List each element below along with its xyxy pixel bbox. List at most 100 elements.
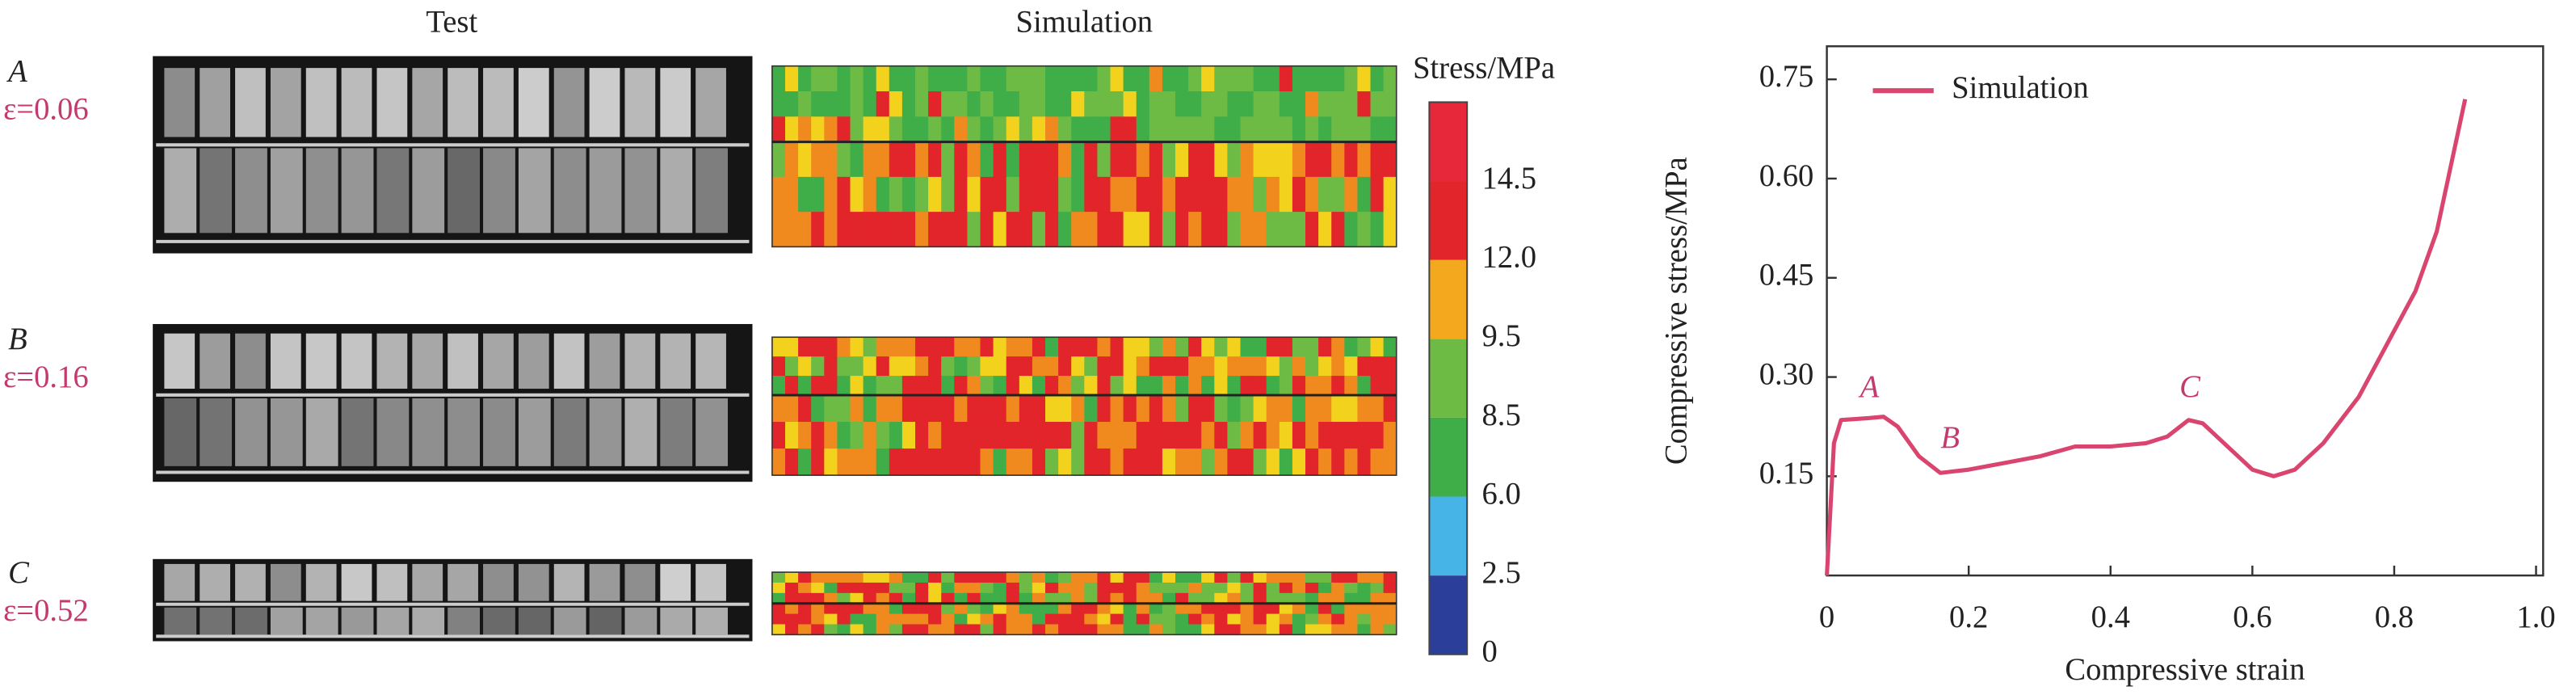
sim-cell [1084,65,1099,92]
sim-cell [1253,65,1267,92]
sim-cell [1006,91,1020,117]
sim-cell [1175,572,1189,583]
sim-cell [1149,376,1163,396]
sim-cell [1279,65,1293,92]
sim-cell [1149,141,1163,178]
sim-cell [850,176,864,213]
sim-cell [1123,592,1137,604]
sim-cell [1305,376,1319,396]
sim-cell [1071,116,1085,143]
sim-cell [798,116,812,143]
annotation: C [2179,370,2201,404]
sim-cell [1370,624,1385,635]
sim-cell [901,176,916,213]
sim-cell [1084,176,1099,213]
colorbar-tick-label: 14.5 [1481,162,1536,196]
sim-cell [824,603,838,615]
sim-cell [850,422,864,449]
sim-cell [1292,422,1306,449]
photo-cell [660,148,693,234]
sim-cell [1136,422,1150,449]
sim-cell [798,394,812,423]
sim-cell [1279,376,1293,396]
photo-cell [695,333,726,390]
sim-outline [771,336,1397,476]
sim-cell [1370,376,1385,396]
sim-cell [1162,91,1176,117]
sim-cell [901,613,916,625]
sim-cell [941,212,955,247]
sim-cell [1357,422,1372,449]
sim-cell [1357,394,1372,423]
sim-cell [1266,572,1280,583]
sim-cell [954,582,969,594]
photo-cell [164,68,195,137]
sim-cell [1240,116,1254,143]
sim-cell [1370,337,1385,357]
sim-cell [784,116,799,143]
sim-cell [798,356,812,377]
sim-cell [1045,394,1059,423]
sim-cell [771,356,786,377]
photo-cell [695,398,728,466]
sim-cell [798,212,812,247]
sim-cell [1227,394,1242,423]
sim-cell [1318,624,1332,635]
y-tick-label: 0.45 [1759,259,1814,293]
sim-cell [1097,376,1112,396]
sim-cell [1214,394,1229,423]
strain-label: ε=0.16 [3,360,89,394]
sim-cell [1188,212,1202,247]
sim-cell [771,572,786,583]
photo-cell [412,398,445,466]
sim-cell [1357,613,1372,625]
sim-cell [1175,394,1189,423]
sim-cell [1110,176,1124,213]
sim-cell [1357,65,1372,92]
sim-cell [1136,65,1150,92]
sim-cell [1357,176,1372,213]
sim-cell [824,592,838,604]
sim-cell [811,212,825,247]
sim-cell [1032,592,1046,604]
sim-cell [1370,592,1385,604]
sim-cell [863,91,877,117]
sim-cell [1227,65,1242,92]
sim-cell [1188,603,1202,615]
sim-cell [1123,613,1137,625]
sim-cell [1058,91,1072,117]
panel-label: B [8,322,27,356]
sim-cell [980,592,994,604]
sim-cell [1370,116,1385,143]
sim-cell [954,337,969,357]
sim-cell [1045,613,1059,625]
sim-cell [914,394,929,423]
sim-cell [1058,337,1072,357]
sim-cell [1019,116,1033,143]
sim-cell [784,212,799,247]
sim-cell [1279,212,1293,247]
sim-cell [1058,422,1072,449]
sim-cell [1071,572,1085,583]
sim-cell [1149,212,1163,247]
sim-cell [1279,337,1293,357]
sim-cell [1227,582,1242,594]
sim-cell [1370,141,1385,178]
sim-cell [1370,394,1385,423]
sim-cell [1292,65,1306,92]
sim-cell [901,572,916,583]
sim-cell [811,141,825,178]
sim-cell [1058,141,1072,178]
sim-cell [1110,376,1124,396]
sim-cell [1370,603,1385,615]
sim-cell [1032,624,1046,635]
sim-cell [1019,91,1033,117]
sim-cell [1006,422,1020,449]
sim-cell [1227,448,1242,476]
sim-cell [1188,582,1202,594]
sim-cell [1357,448,1372,476]
sim-cell [993,394,1007,423]
sim-cell [993,356,1007,377]
sim-cell [889,448,903,476]
sim-cell [1058,176,1072,213]
